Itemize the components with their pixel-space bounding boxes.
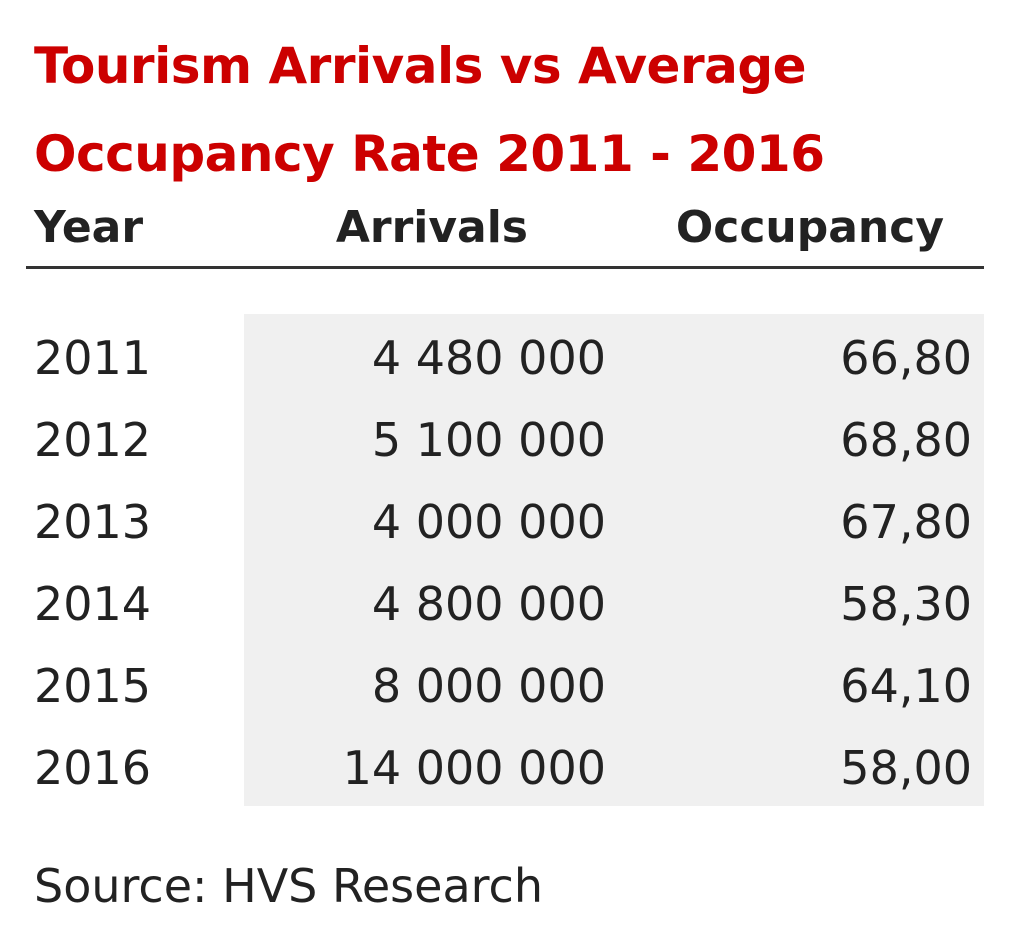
table-header: Year Arrivals Occupancy bbox=[26, 198, 984, 269]
cell-occupancy: 68,80 bbox=[840, 413, 972, 467]
cell-arrivals: 4 480 000 bbox=[371, 331, 606, 385]
cell-year: 2015 bbox=[34, 659, 152, 713]
cell-occupancy: 58,00 bbox=[840, 741, 972, 795]
title-line-2: Occupancy Rate 2011 - 2016 bbox=[34, 125, 825, 183]
cell-year: 2013 bbox=[34, 495, 152, 549]
table-row: 2014 4 800 000 58,30 bbox=[0, 564, 1024, 646]
cell-year: 2012 bbox=[34, 413, 152, 467]
column-header-arrivals: Arrivals bbox=[335, 202, 528, 253]
data-shading bbox=[244, 314, 984, 806]
cell-arrivals: 4 000 000 bbox=[371, 495, 606, 549]
cell-year: 2011 bbox=[34, 331, 152, 385]
cell-occupancy: 66,80 bbox=[840, 331, 972, 385]
table-row: 2012 5 100 000 68,80 bbox=[0, 400, 1024, 482]
cell-occupancy: 64,10 bbox=[840, 659, 972, 713]
table-row: 2013 4 000 000 67,80 bbox=[0, 482, 1024, 564]
cell-occupancy: 67,80 bbox=[840, 495, 972, 549]
source-note: Source: HVS Research bbox=[34, 859, 543, 913]
table-row: 2016 14 000 000 58,00 bbox=[0, 728, 1024, 810]
chart-title: Tourism Arrivals vs Average Occupancy Ra… bbox=[34, 22, 994, 198]
cell-occupancy: 58,30 bbox=[840, 577, 972, 631]
cell-arrivals: 5 100 000 bbox=[371, 413, 606, 467]
cell-arrivals: 8 000 000 bbox=[371, 659, 606, 713]
cell-arrivals: 4 800 000 bbox=[371, 577, 606, 631]
cell-year: 2016 bbox=[34, 741, 152, 795]
column-header-occupancy: Occupancy bbox=[675, 202, 944, 253]
column-header-year: Year bbox=[34, 202, 144, 253]
table-row: 2011 4 480 000 66,80 bbox=[0, 318, 1024, 400]
title-line-1: Tourism Arrivals vs Average bbox=[34, 37, 807, 95]
cell-arrivals: 14 000 000 bbox=[342, 741, 606, 795]
table-row: 2015 8 000 000 64,10 bbox=[0, 646, 1024, 728]
table-body: 2011 4 480 000 66,80 2012 5 100 000 68,8… bbox=[0, 318, 1024, 810]
cell-year: 2014 bbox=[34, 577, 152, 631]
